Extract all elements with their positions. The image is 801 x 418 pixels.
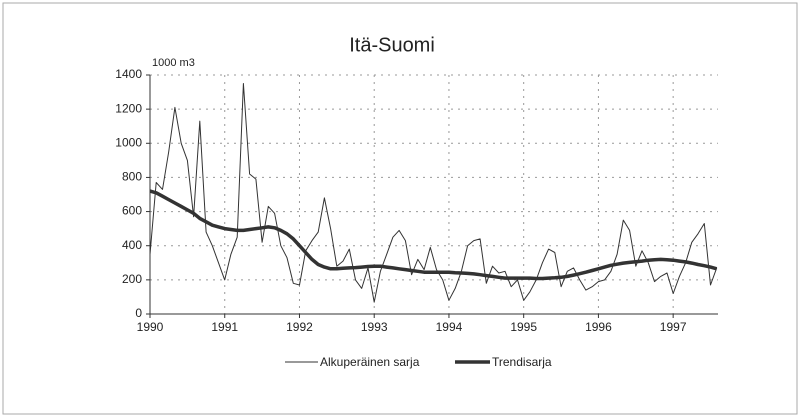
x-tick-label: 1993: [361, 320, 388, 334]
x-tick-label: 1994: [436, 320, 463, 334]
y-tick-label: 1200: [115, 101, 142, 115]
x-tick-label: 1991: [211, 320, 238, 334]
x-tick-label: 1990: [137, 320, 164, 334]
y-tick-label: 1000: [115, 135, 142, 149]
legend-label: Alkuperäinen sarja: [320, 355, 420, 369]
x-tick-label: 1996: [585, 320, 612, 334]
y-tick-label: 800: [122, 170, 142, 184]
chart-title: Itä-Suomi: [349, 34, 435, 56]
series-line: [149, 189, 718, 281]
x-tick-label: 1995: [510, 320, 537, 334]
y-tick-label: 1400: [115, 67, 142, 81]
y-tick-label: 400: [122, 238, 142, 252]
x-tick-label: 1997: [660, 320, 687, 334]
y-tick-label: 200: [122, 272, 142, 286]
series-line: [149, 83, 718, 303]
legend-label: Trendisarja: [492, 355, 552, 369]
y-tick-label: 600: [122, 204, 142, 218]
y-tick-label: 0: [135, 306, 142, 320]
y-axis-label: 1000 m3: [152, 57, 195, 69]
x-tick-label: 1992: [286, 320, 313, 334]
